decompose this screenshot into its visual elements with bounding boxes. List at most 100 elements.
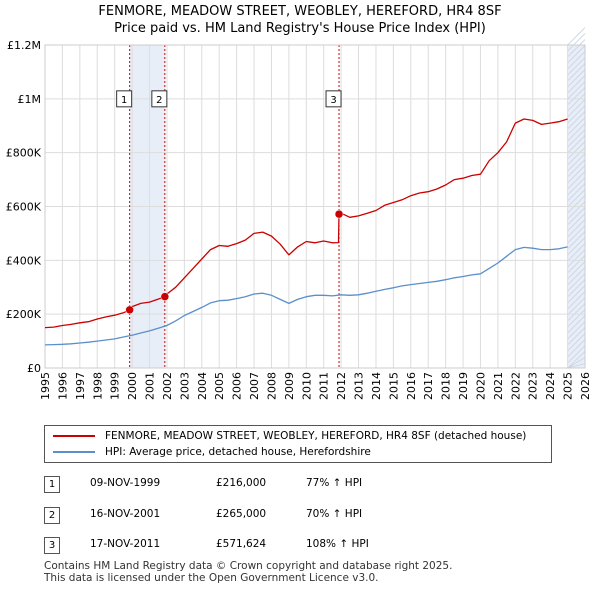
transaction-price: £571,624 [216,538,267,550]
transaction-row: 3 17-NOV-2011 £571,624 108% ↑ HPI [44,537,564,555]
hatch-line [567,189,586,208]
hatch-line [567,225,586,244]
hatch-line [567,117,586,136]
x-tick-label: 2010 [300,372,313,400]
hatch-line [567,99,586,118]
y-tick-label: £400K [6,254,42,267]
x-tick-label: 1999 [109,372,122,400]
hatch-line [567,33,586,52]
transaction-number: 3 [44,537,60,554]
hatch-line [567,111,586,130]
hatch-line [567,93,586,112]
sale-label-box [151,90,168,108]
sale-label-number: 2 [156,95,162,106]
x-tick-label: 2023 [527,372,540,400]
x-tick-label: 2018 [440,372,453,400]
hatch-line [567,321,586,340]
x-tick-label: 2014 [370,372,383,400]
hatch-line [567,297,586,316]
x-tick-label: 2006 [231,372,244,400]
hatch-line [567,141,586,160]
hatch-line [567,45,586,64]
hatch-line [567,237,586,256]
transaction-hpi: 77% ↑ HPI [306,477,363,489]
series-line-hpi [44,246,568,346]
x-tick-label: 2005 [213,372,226,400]
legend: FENMORE, MEADOW STREET, WEOBLEY, HEREFOR… [44,425,552,463]
hatch-line [567,315,586,334]
hatch-line [567,231,586,250]
legend-swatch-hpi [53,451,95,453]
hatch-line [567,351,586,369]
hatch-line [567,81,586,100]
transaction-price: £216,000 [216,477,267,489]
chart-subtitle: Price paid vs. HM Land Registry's House … [114,21,486,36]
y-tick-label: £1.2M [7,39,41,52]
hatch-line [567,291,586,310]
sale-point [125,305,134,315]
hatch-line [567,201,586,220]
hatch-line [567,129,586,148]
y-tick-label: £600K [6,201,42,214]
hatch-line [567,159,586,178]
footer-license: This data is licensed under the Open Gov… [44,572,379,584]
hatch-line [567,219,586,238]
hatch-line [567,69,586,88]
hatch-line [567,135,586,154]
x-tick-label: 2001 [144,372,157,400]
transaction-date: 09-NOV-1999 [90,477,161,489]
x-tick-label: 2007 [248,372,261,400]
transaction-number: 2 [44,507,60,524]
hatch-line [567,255,586,274]
x-tick-label: 2003 [178,372,191,400]
x-tick-label: 2026 [579,372,592,400]
hatch-line [567,309,586,328]
hatch-line [567,285,586,304]
hatch-line [567,207,586,226]
hatch-line [567,171,586,190]
hatch-line [567,75,586,94]
transaction-date: 16-NOV-2001 [90,508,161,520]
hatch-line [567,345,586,364]
legend-label-hpi: HPI: Average price, detached house, Here… [105,446,371,458]
hatch-line [567,63,586,82]
hatch-line [567,57,586,76]
hatch-line [567,105,586,124]
hatch-line [567,87,586,106]
hatch-line [567,123,586,142]
transaction-date: 17-NOV-2011 [90,538,161,550]
footer-copyright: Contains HM Land Registry data © Crown c… [44,560,453,572]
transaction-hpi: 70% ↑ HPI [306,508,363,520]
hatch-line [567,153,586,172]
hatch-line [567,249,586,268]
hatch-line [567,303,586,322]
transaction-price: £265,000 [216,508,267,520]
x-tick-label: 2002 [161,372,174,400]
plot-frame [44,44,586,369]
x-tick-label: 2024 [544,372,557,400]
legend-label-property: FENMORE, MEADOW STREET, WEOBLEY, HEREFOR… [105,430,527,442]
x-tick-label: 2013 [353,372,366,400]
transaction-row: 2 16-NOV-2001 £265,000 70% ↑ HPI [44,507,564,525]
x-tick-label: 2008 [265,372,278,400]
hatch-line [567,267,586,286]
x-tick-label: 2009 [283,372,296,400]
x-tick-label: 2004 [196,372,209,400]
y-tick-label: £200K [6,308,42,321]
hatch-line [567,51,586,70]
legend-swatch-property [53,435,95,437]
sale-label-number: 3 [330,95,336,106]
sale-label-box [116,90,133,108]
hatch-line [567,363,586,369]
hatch-line [567,339,586,358]
sale-point [160,292,170,301]
legend-item-hpi: HPI: Average price, detached house, Here… [53,444,371,460]
hatch-line [567,279,586,298]
hatch-line [567,165,586,184]
y-tick-label: £800K [6,147,42,160]
sale-point [334,209,344,219]
transaction-hpi: 108% ↑ HPI [306,538,369,550]
hatch-line [567,147,586,166]
x-tick-label: 2020 [474,372,487,400]
hatch-line [567,183,586,202]
